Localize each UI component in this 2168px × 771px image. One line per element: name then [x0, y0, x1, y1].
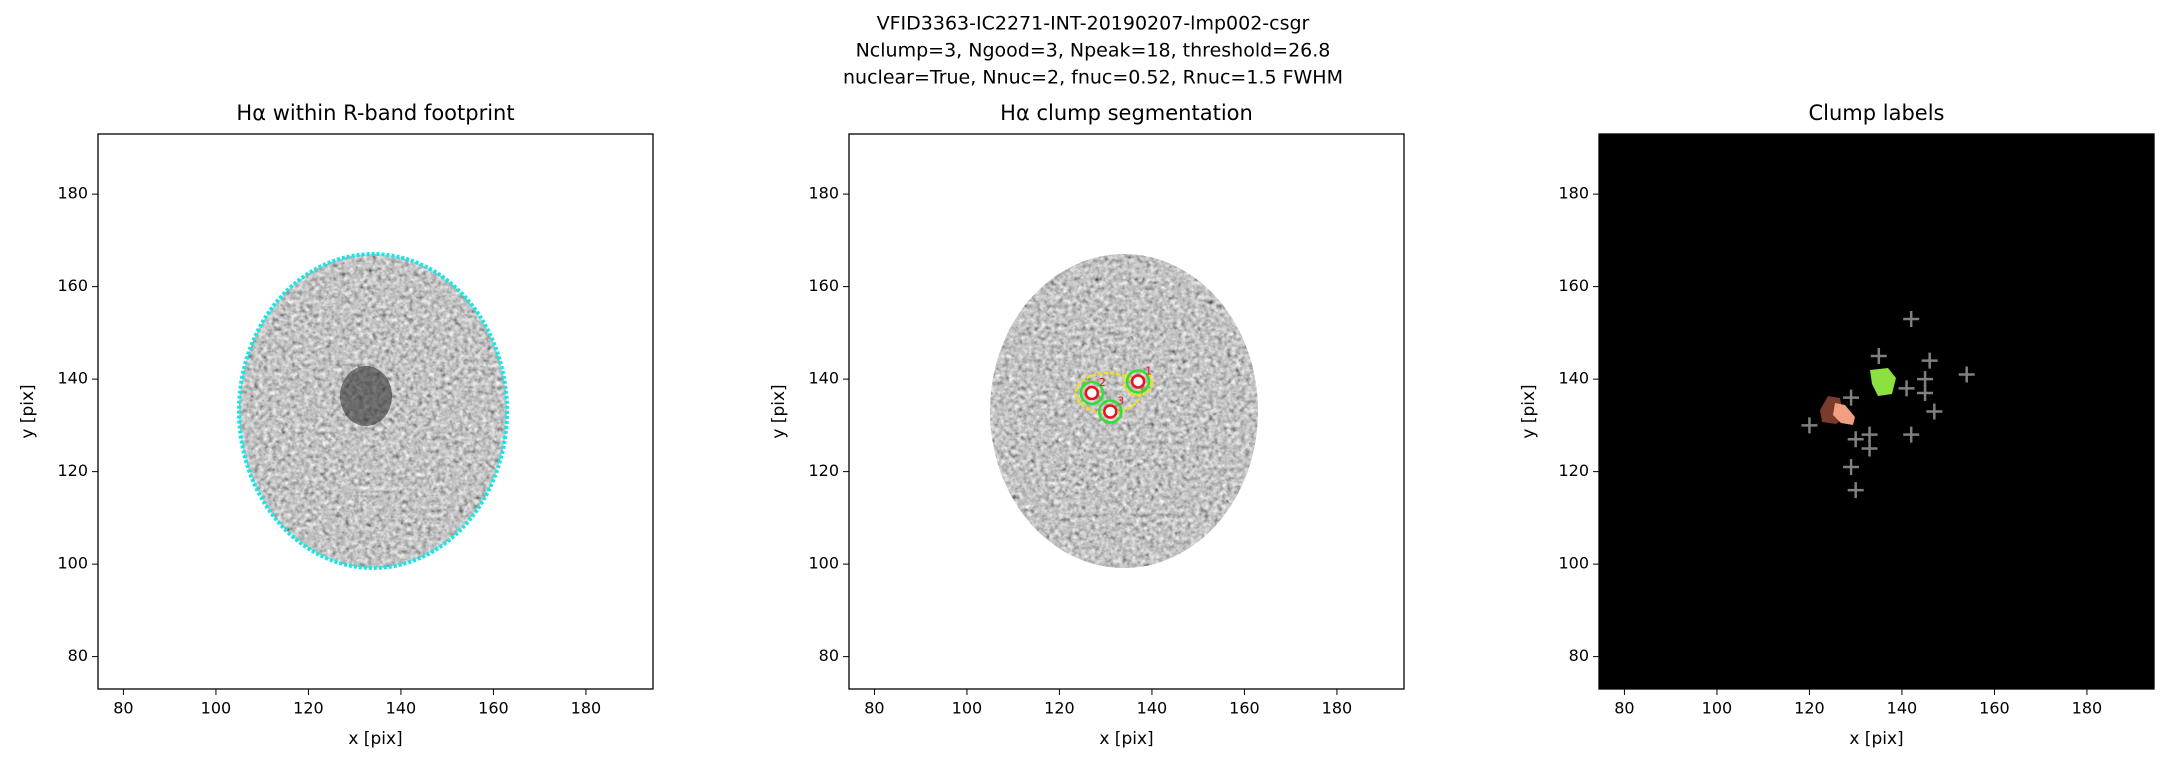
image-panel-3 — [1599, 134, 2154, 689]
y-tick-label: 120 — [57, 461, 88, 480]
y-tick-label: 160 — [808, 276, 839, 295]
clump-region — [1870, 368, 1896, 396]
y-tick-label: 100 — [808, 554, 839, 573]
galaxy-core — [340, 366, 392, 426]
x-tick-label: 120 — [293, 699, 324, 718]
peak-marker — [1861, 426, 1878, 443]
peak-marker — [1847, 431, 1864, 448]
x-tick-label: 140 — [386, 699, 417, 718]
axes-frame — [848, 133, 1405, 690]
axes-title: Clump labels — [1809, 101, 1945, 125]
y-tick-label: 80 — [819, 646, 839, 665]
x-tick-label: 80 — [113, 699, 133, 718]
y-tick-label: 180 — [1558, 184, 1589, 203]
x-tick-label: 180 — [571, 699, 602, 718]
x-tick-label: 80 — [1614, 699, 1634, 718]
y-tick-label: 160 — [57, 276, 88, 295]
x-axis-label: x [pix] — [1099, 729, 1153, 749]
clump-label: 3 — [1117, 395, 1124, 408]
image-panel-2 — [990, 254, 1258, 568]
peak-marker — [1847, 482, 1864, 499]
x-tick-label: 120 — [1794, 699, 1825, 718]
x-axis-label: x [pix] — [1849, 729, 1903, 749]
peak-marker — [1903, 426, 1920, 443]
peak-marker — [1926, 403, 1943, 420]
x-tick-label: 140 — [1887, 699, 1918, 718]
y-tick-label: 100 — [57, 554, 88, 573]
suptitle-line: nuclear=True, Nnuc=2, fnuc=0.52, Rnuc=1.… — [843, 67, 1343, 89]
peak-marker — [1861, 440, 1878, 457]
peak-marker — [1843, 459, 1860, 475]
x-tick-label: 80 — [864, 699, 884, 718]
peak-marker — [1801, 417, 1818, 434]
footprint-outline — [237, 252, 509, 570]
y-tick-label: 140 — [808, 369, 839, 388]
x-tick-label: 120 — [1044, 699, 1075, 718]
image-panel-1 — [237, 252, 509, 570]
y-tick-label: 140 — [57, 369, 88, 388]
y-tick-label: 180 — [808, 184, 839, 203]
clump-peak — [1103, 404, 1118, 419]
y-axis-label: y [pix] — [18, 384, 38, 438]
clump-region — [1833, 403, 1855, 425]
clump-label: 2 — [1099, 376, 1106, 389]
peak-marker — [1870, 348, 1887, 364]
axes-frame — [1598, 133, 2155, 690]
y-tick-label: 140 — [1558, 369, 1589, 388]
axes-frame — [97, 133, 654, 690]
y-tick-label: 160 — [1558, 276, 1589, 295]
y-tick-label: 120 — [1558, 461, 1589, 480]
x-tick-label: 180 — [2072, 699, 2103, 718]
clump-ring — [1125, 369, 1151, 394]
y-tick-label: 80 — [68, 646, 88, 665]
clump-label: 1 — [1145, 364, 1152, 377]
y-axis-label: y [pix] — [769, 384, 789, 438]
clump-peak — [1084, 385, 1100, 401]
x-axis-label: x [pix] — [348, 729, 402, 749]
peak-marker — [1903, 311, 1920, 327]
axes-title: Hα within R-band footprint — [236, 101, 514, 125]
x-tick-label: 180 — [1322, 699, 1353, 718]
y-axis-label: y [pix] — [1519, 384, 1539, 438]
x-tick-label: 140 — [1137, 699, 1168, 718]
clump-ring — [1079, 380, 1105, 406]
axes-title: Hα clump segmentation — [1000, 101, 1253, 125]
peak-marker — [1921, 352, 1938, 369]
y-tick-label: 100 — [1558, 554, 1589, 573]
x-tick-label: 160 — [1229, 699, 1260, 718]
y-tick-label: 120 — [808, 461, 839, 480]
peak-marker — [1917, 371, 1934, 388]
clump-peak — [1130, 374, 1146, 389]
x-tick-label: 160 — [1979, 699, 2010, 718]
peak-marker — [1843, 389, 1860, 406]
y-tick-label: 180 — [57, 184, 88, 203]
suptitle-line: Nclump=3, Ngood=3, Npeak=18, threshold=2… — [856, 40, 1331, 62]
label-image — [1599, 134, 2154, 689]
peak-marker — [1898, 380, 1915, 397]
y-tick-label: 80 — [1569, 646, 1589, 665]
peak-marker — [1917, 385, 1934, 401]
x-tick-label: 160 — [478, 699, 509, 718]
x-tick-label: 100 — [1702, 699, 1733, 718]
suptitle-line: VFID3363-IC2271-INT-20190207-lmp002-csgr — [877, 13, 1310, 35]
x-tick-label: 100 — [201, 699, 232, 718]
peak-marker — [1958, 366, 1975, 383]
clump-ring — [1098, 399, 1123, 424]
x-tick-label: 100 — [952, 699, 983, 718]
